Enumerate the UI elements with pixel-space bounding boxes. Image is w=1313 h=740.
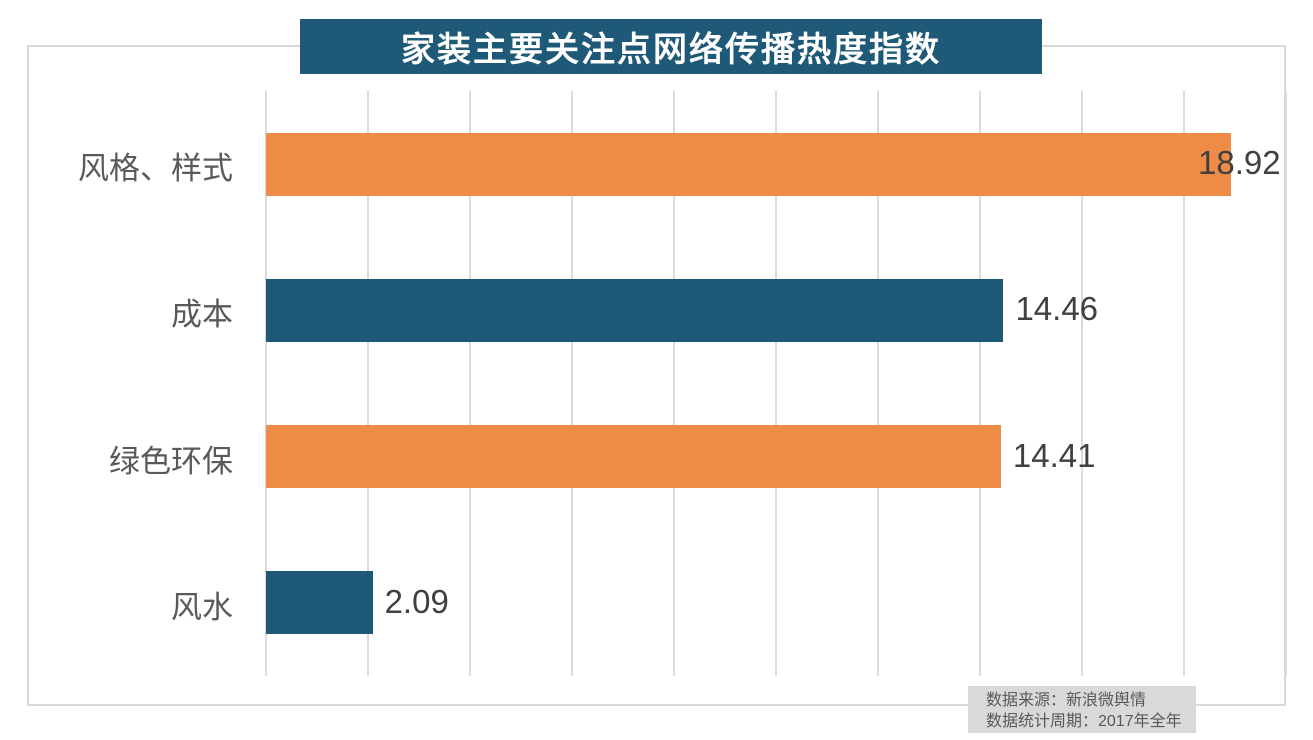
gridline-x-2 — [367, 91, 369, 676]
value-label: 18.92 — [1198, 144, 1281, 182]
source-note: 数据来源：新浪微舆情 数据统计周期：2017年全年 — [968, 686, 1196, 733]
gridline-x-8 — [673, 91, 675, 676]
gridline-x-4 — [469, 91, 471, 676]
gridline-x-18 — [1183, 91, 1185, 676]
category-label: 成本 — [171, 297, 233, 333]
bar — [266, 571, 373, 635]
gridline-x-12 — [877, 91, 879, 676]
title-banner: 家装主要关注点网络传播热度指数 — [300, 19, 1042, 74]
gridline-x-10 — [775, 91, 777, 676]
gridline-x-20 — [1285, 91, 1287, 676]
source-note-line2: 数据统计周期：2017年全年 — [986, 713, 1182, 730]
source-note-line1: 数据来源：新浪微舆情 — [986, 692, 1147, 709]
value-label: 14.41 — [1012, 436, 1096, 474]
gridline-x-14 — [979, 91, 981, 676]
bar — [266, 132, 1231, 196]
gridline-x-0 — [265, 91, 267, 676]
bar — [266, 278, 1004, 342]
value-label: 2.09 — [384, 582, 449, 620]
chart-title: 家装主要关注点网络传播热度指数 — [401, 31, 941, 69]
bar — [266, 425, 1001, 489]
category-label: 风水 — [171, 589, 233, 625]
category-label: 风格、样式 — [78, 151, 233, 187]
value-label: 14.46 — [1015, 290, 1099, 328]
gridline-x-6 — [571, 91, 573, 676]
category-label: 绿色环保 — [109, 443, 233, 479]
gridline-x-16 — [1081, 91, 1083, 676]
